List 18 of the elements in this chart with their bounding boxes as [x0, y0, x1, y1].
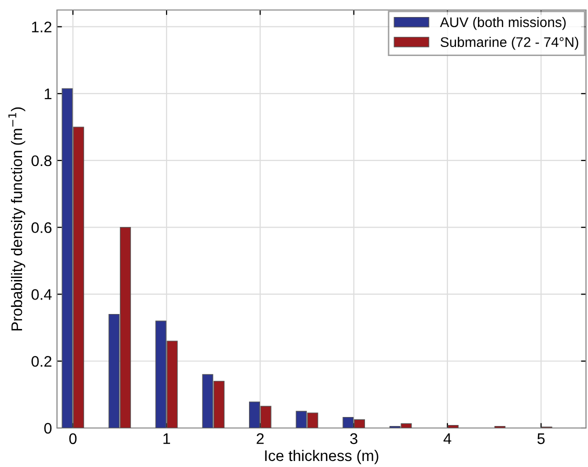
y-tick-label: 0.2 — [32, 356, 52, 367]
legend-label: Submarine (72 - 74°N) — [440, 36, 578, 50]
x-tick-label: 1 — [163, 433, 170, 444]
y-tick-label: 0.6 — [32, 222, 52, 234]
x-tick-label: 3 — [350, 433, 358, 444]
x-tick-label: 2 — [256, 433, 264, 444]
legend-label: AUV (both missions) — [440, 16, 566, 30]
y-tick-label: 0.8 — [32, 155, 52, 166]
bar — [448, 424, 459, 428]
x-tick-label: 4 — [444, 433, 452, 444]
y-tick-label: 1.2 — [32, 22, 52, 32]
x-tick-label: 0 — [69, 433, 77, 444]
y-tick-label: 0.4 — [32, 289, 52, 300]
y-axis-title: Probability density function (m$^{−1}$) — [8, 107, 26, 330]
y-tick-label: 0 — [44, 422, 52, 434]
x-tick-label: 5 — [537, 433, 545, 444]
y-tick-label: 1 — [44, 88, 52, 100]
x-axis-title: Ice thickness (m) — [265, 450, 378, 464]
